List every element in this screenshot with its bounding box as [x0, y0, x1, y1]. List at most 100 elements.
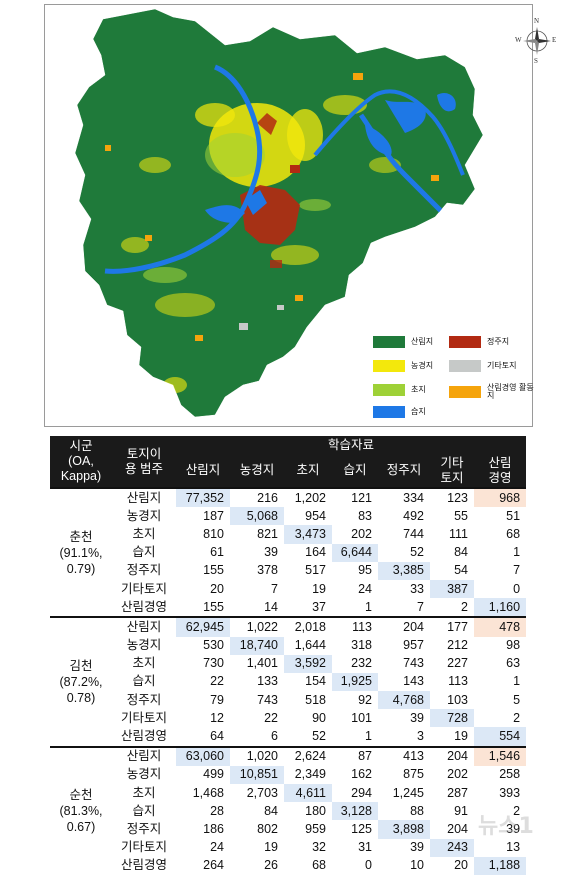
value-cell: 90: [312, 710, 326, 725]
region-kappa: 0.79): [66, 561, 96, 576]
value-cell: 212: [447, 638, 468, 653]
compass-rose-icon: N S E W: [515, 17, 559, 67]
value-cell: 88: [410, 803, 424, 818]
value-cell: 243: [430, 838, 474, 857]
value-cell: 2: [461, 599, 468, 614]
table-row: 초지 730 1,401 3,592 232 743 227 63: [50, 654, 526, 673]
value-cell: 478: [474, 616, 527, 637]
value-cell: 3,592: [284, 654, 332, 673]
value-cell: 1,245: [392, 785, 424, 800]
value-cell: 24: [210, 840, 224, 855]
value-cell: 19: [454, 729, 468, 744]
value-cell: 77,352: [176, 486, 230, 508]
value-cell: 39: [410, 710, 424, 725]
legend-swatch: [373, 336, 405, 348]
value-cell: 4,768: [378, 691, 430, 710]
compass-e: E: [552, 36, 557, 44]
value-cell: 10: [410, 858, 424, 873]
table-row: 순천 (81.3%, 0.67) 산림지 63,060 1,020 2,624 87 413 20…: [50, 745, 527, 875]
legend-label: 정주지: [487, 336, 510, 346]
value-cell: 2,703: [246, 785, 278, 800]
value-cell: 32: [312, 840, 326, 855]
value-cell: 113: [332, 616, 378, 637]
category-cell: 산림경영: [120, 729, 167, 744]
header-region: 시군 (OA, Kappa): [50, 436, 112, 488]
value-cell: 113: [448, 674, 468, 689]
value-cell: 155: [203, 599, 224, 614]
value-cell: 187: [203, 508, 224, 523]
value-cell: 1,925: [332, 672, 378, 692]
value-cell: 55: [454, 508, 468, 523]
value-cell: 530: [203, 638, 224, 653]
legend-label: 초지: [411, 384, 426, 394]
value-cell: 18,740: [230, 636, 284, 655]
table-row: 기타토지 20 7 19 24 33 387 0: [50, 579, 526, 599]
category-cell: 산림경영: [120, 599, 167, 614]
compass-s: S: [534, 57, 538, 65]
value-cell: 0: [513, 581, 521, 596]
value-cell: 1,160: [474, 598, 527, 618]
table-row: 습지 61 39 164 6,644 52 84 1: [50, 543, 526, 562]
value-cell: 3: [417, 729, 424, 744]
table-row: 농경지 499 10,851 2,349 162 875 202 258: [50, 765, 526, 784]
value-cell: 164: [305, 545, 326, 560]
value-cell: 2,018: [284, 616, 332, 637]
category-cell: 습지: [132, 803, 156, 818]
value-cell: 1,022: [230, 616, 284, 637]
value-cell: 202: [351, 526, 372, 541]
value-cell: 258: [499, 767, 521, 782]
legend-item-settlement: 정주지: [449, 335, 509, 349]
value-cell: 1,188: [474, 856, 527, 875]
table-row: 김천 (87.2%, 0.78) 산림지 62,945 1,022 2,018 113 204 1…: [50, 616, 527, 747]
value-cell: 91: [454, 803, 468, 818]
category-cell: 산림지: [112, 486, 176, 508]
value-cell: 103: [447, 692, 468, 707]
value-cell: 959: [305, 821, 326, 836]
value-cell: 387: [430, 579, 474, 599]
value-cell: 954: [305, 508, 326, 523]
value-cell: 1,644: [294, 638, 326, 653]
table-body: 춘천 (91.1%, 0.79) 산림지 77,352 216 1,202 121 334 123…: [50, 486, 527, 875]
value-cell: 84: [454, 545, 468, 560]
value-cell: 19: [264, 840, 278, 855]
region-kappa: 0.78): [66, 690, 96, 705]
value-cell: 92: [358, 692, 372, 707]
region-cell: 순천 (81.3%, 0.67): [50, 745, 112, 875]
table-row: 기타토지 24 19 32 31 39 243 13: [50, 838, 526, 857]
value-cell: 204: [447, 821, 468, 836]
legend-item-other: 기타토지: [449, 359, 516, 373]
table-row: 정주지 79 743 518 92 4,768 103 5: [50, 691, 526, 710]
category-cell: 산림지: [112, 745, 176, 766]
value-cell: 3,473: [284, 525, 332, 544]
legend-item-forest: 산림지: [373, 335, 433, 349]
value-cell: 744: [403, 526, 424, 541]
legend-swatch: [449, 336, 481, 348]
table-row: 정주지 186 802 959 125 3,898 204 39: [50, 820, 526, 839]
map-legend: 산림지 정주지 농경지 기타토지 초지 산림경영 활동지 습지: [373, 335, 563, 427]
value-cell: 1: [513, 545, 521, 560]
legend-swatch: [449, 386, 481, 398]
value-cell: 125: [351, 821, 372, 836]
category-cell: 습지: [132, 545, 156, 560]
value-cell: 37: [312, 599, 326, 614]
compass-n: N: [534, 17, 540, 25]
value-cell: 802: [257, 821, 278, 836]
value-cell: 3,385: [378, 561, 430, 580]
value-cell: 204: [430, 745, 474, 766]
value-cell: 51: [506, 508, 521, 523]
value-cell: 52: [312, 729, 326, 744]
table-row: 산림경영 155 14 37 1 7 2 1,160: [50, 598, 527, 618]
value-cell: 111: [448, 526, 468, 541]
value-cell: 162: [351, 767, 372, 782]
value-cell: 5,068: [230, 507, 284, 526]
table-row: 습지 22 133 154 1,925 143 113 1: [50, 672, 526, 692]
value-cell: 378: [257, 563, 278, 578]
value-cell: 227: [447, 656, 468, 671]
watermark-logo: 뉴스1: [478, 814, 534, 839]
value-cell: 1: [365, 729, 372, 744]
value-cell: 0: [365, 858, 372, 873]
header-col: 산림지: [176, 454, 230, 488]
value-cell: 121: [332, 486, 378, 508]
legend-item-grassland: 초지: [373, 383, 426, 397]
category-cell: 초지: [132, 785, 156, 800]
